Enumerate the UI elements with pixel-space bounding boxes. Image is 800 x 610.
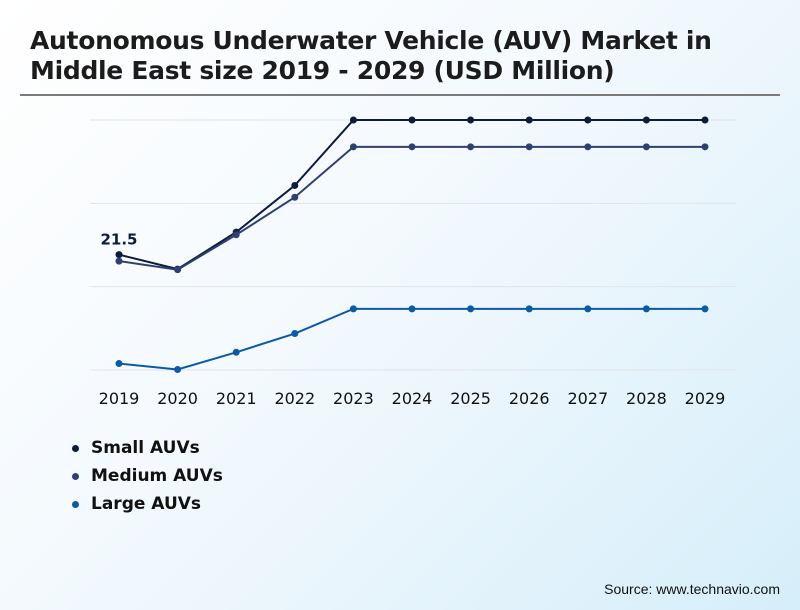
legend-item: Large AUVs — [72, 490, 223, 518]
data-point — [291, 181, 299, 189]
data-point — [349, 143, 357, 151]
legend-item: Medium AUVs — [72, 462, 223, 490]
data-point — [232, 348, 240, 356]
title-line-2: Middle East size 2019 - 2029 (USD Millio… — [30, 56, 615, 85]
legend: Small AUVs Medium AUVs Large AUVs — [72, 434, 223, 518]
data-point — [115, 257, 123, 265]
data-point — [349, 116, 357, 124]
data-point — [642, 305, 650, 313]
data-point — [467, 305, 475, 313]
legend-marker-icon — [72, 444, 79, 452]
data-point — [349, 305, 357, 313]
data-point — [115, 360, 123, 368]
x-tick-label: 2022 — [274, 389, 315, 408]
legend-item: Small AUVs — [72, 434, 223, 462]
title-line-1: Autonomous Underwater Vehicle (AUV) Mark… — [30, 26, 712, 55]
data-point — [584, 116, 592, 124]
source-text: Source: www.technavio.com — [604, 581, 780, 597]
data-label: 21.5 — [100, 231, 137, 249]
data-point — [642, 116, 650, 124]
data-point — [291, 193, 299, 201]
x-tick-label: 2024 — [392, 389, 433, 408]
x-tick-label: 2028 — [626, 389, 667, 408]
data-point — [174, 266, 182, 274]
data-point — [701, 143, 709, 151]
series-line-small-auvs — [118, 119, 705, 271]
x-tick-label: 2020 — [157, 389, 198, 408]
data-point — [584, 305, 592, 313]
chart-title: Autonomous Underwater Vehicle (AUV) Mark… — [30, 26, 712, 86]
data-point — [467, 116, 475, 124]
legend-marker-icon — [72, 500, 79, 508]
x-tick-label: 2026 — [509, 389, 550, 408]
series-line-large-auvs — [118, 307, 705, 371]
legend-label: Small AUVs — [91, 438, 200, 458]
data-point — [467, 143, 475, 151]
legend-label: Large AUVs — [91, 494, 202, 514]
x-tick-label: 2023 — [333, 389, 374, 408]
data-point — [642, 143, 650, 151]
legend-marker-icon — [72, 472, 79, 480]
data-point — [408, 116, 416, 124]
data-point — [115, 251, 123, 259]
data-point — [291, 330, 299, 338]
x-tick-label: 2027 — [567, 389, 608, 408]
x-tick-label: 2029 — [685, 389, 726, 408]
data-point — [408, 305, 416, 313]
x-tick-label: 2021 — [216, 389, 257, 408]
data-point — [584, 143, 592, 151]
title-divider — [20, 94, 780, 96]
series-line-medium-auvs — [118, 145, 705, 271]
data-point — [525, 116, 533, 124]
data-point — [525, 143, 533, 151]
data-point — [525, 305, 533, 313]
data-point — [232, 231, 240, 239]
data-point — [701, 305, 709, 313]
x-tick-label: 2025 — [450, 389, 491, 408]
data-point — [174, 365, 182, 373]
legend-label: Medium AUVs — [91, 466, 223, 486]
x-tick-label: 2019 — [99, 389, 140, 408]
data-point — [408, 143, 416, 151]
data-point — [701, 116, 709, 124]
